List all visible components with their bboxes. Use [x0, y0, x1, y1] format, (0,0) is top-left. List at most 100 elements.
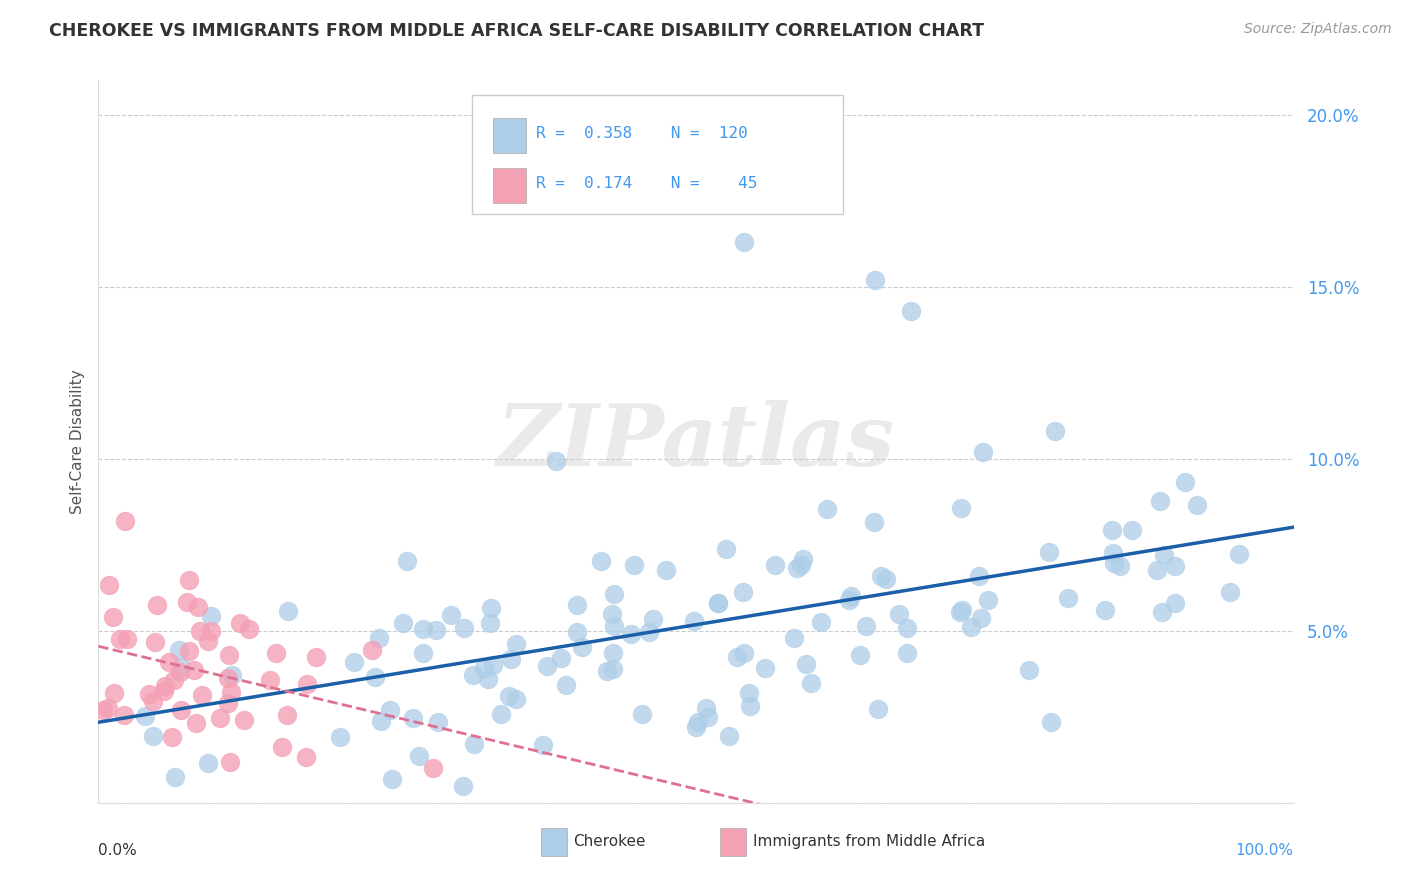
Point — [1101, 523, 1123, 537]
Point — [1150, 606, 1173, 620]
Point — [177, 644, 200, 658]
Point — [896, 646, 918, 660]
Point — [163, 673, 186, 687]
Point — [1102, 556, 1125, 570]
Point — [623, 558, 645, 572]
Point — [887, 607, 910, 622]
Point — [792, 552, 814, 566]
Point — [1056, 591, 1078, 605]
Point — [396, 554, 419, 568]
Point — [208, 711, 231, 725]
Point — [602, 662, 624, 676]
Point — [183, 663, 205, 677]
Point — [868, 702, 890, 716]
Point — [685, 720, 707, 734]
Point — [425, 623, 447, 637]
Point — [481, 657, 503, 672]
Point — [270, 740, 292, 755]
Point — [142, 729, 165, 743]
Point — [688, 715, 710, 730]
Point — [200, 624, 222, 639]
Point — [1018, 663, 1040, 677]
Point — [170, 659, 193, 673]
Point — [1163, 558, 1185, 573]
Point — [221, 668, 243, 682]
Bar — [494, 169, 526, 203]
Point — [738, 685, 761, 699]
Point — [683, 614, 706, 628]
Point — [790, 558, 813, 572]
Point — [453, 621, 475, 635]
Point — [259, 673, 281, 687]
Point — [367, 631, 389, 645]
Point — [786, 560, 808, 574]
Point — [218, 648, 240, 663]
Point — [188, 624, 211, 638]
Point — [1163, 596, 1185, 610]
Point — [589, 554, 612, 568]
Point — [276, 708, 298, 723]
Point — [600, 607, 623, 621]
Point — [440, 607, 463, 622]
Point — [695, 700, 717, 714]
Point — [1108, 559, 1130, 574]
Point — [187, 599, 209, 614]
Point — [849, 648, 872, 663]
Point — [392, 616, 415, 631]
Point — [976, 593, 998, 607]
Point — [536, 659, 558, 673]
Point — [221, 685, 243, 699]
Point — [98, 578, 121, 592]
Point — [603, 619, 626, 633]
Point — [839, 589, 862, 603]
Bar — [720, 828, 747, 855]
Point — [304, 649, 326, 664]
Point — [477, 673, 499, 687]
Point — [505, 691, 527, 706]
Point — [733, 647, 755, 661]
Point — [1146, 563, 1168, 577]
Point — [531, 738, 554, 752]
Point — [217, 696, 239, 710]
Point — [402, 711, 425, 725]
Point — [900, 303, 922, 318]
Point — [596, 665, 619, 679]
Point — [264, 646, 287, 660]
Point — [160, 730, 183, 744]
Text: R =  0.174    N =    45: R = 0.174 N = 45 — [536, 176, 758, 191]
Point — [716, 542, 738, 557]
Point — [451, 779, 474, 793]
Point — [412, 622, 434, 636]
Point — [697, 710, 720, 724]
Point — [169, 665, 191, 680]
Text: Cherokee: Cherokee — [572, 834, 645, 848]
Point — [641, 612, 664, 626]
Point — [472, 661, 495, 675]
Point — [461, 668, 484, 682]
Point — [555, 678, 578, 692]
Point — [1121, 523, 1143, 537]
Point — [412, 647, 434, 661]
Text: 100.0%: 100.0% — [1236, 843, 1294, 857]
Point — [498, 689, 520, 703]
Point — [463, 737, 485, 751]
Point — [478, 616, 501, 631]
Point — [717, 730, 740, 744]
Point — [800, 676, 823, 690]
Bar — [541, 828, 567, 855]
Point — [967, 569, 990, 583]
Point — [782, 631, 804, 645]
Point — [505, 637, 527, 651]
Point — [571, 640, 593, 654]
Point — [550, 650, 572, 665]
Point — [91, 703, 114, 717]
Point — [277, 604, 299, 618]
Point — [620, 627, 643, 641]
Point — [370, 714, 392, 729]
Point — [363, 670, 385, 684]
Point — [153, 684, 176, 698]
Bar — [494, 118, 526, 153]
Point — [157, 656, 180, 670]
Point — [810, 615, 832, 629]
Point — [637, 624, 659, 639]
